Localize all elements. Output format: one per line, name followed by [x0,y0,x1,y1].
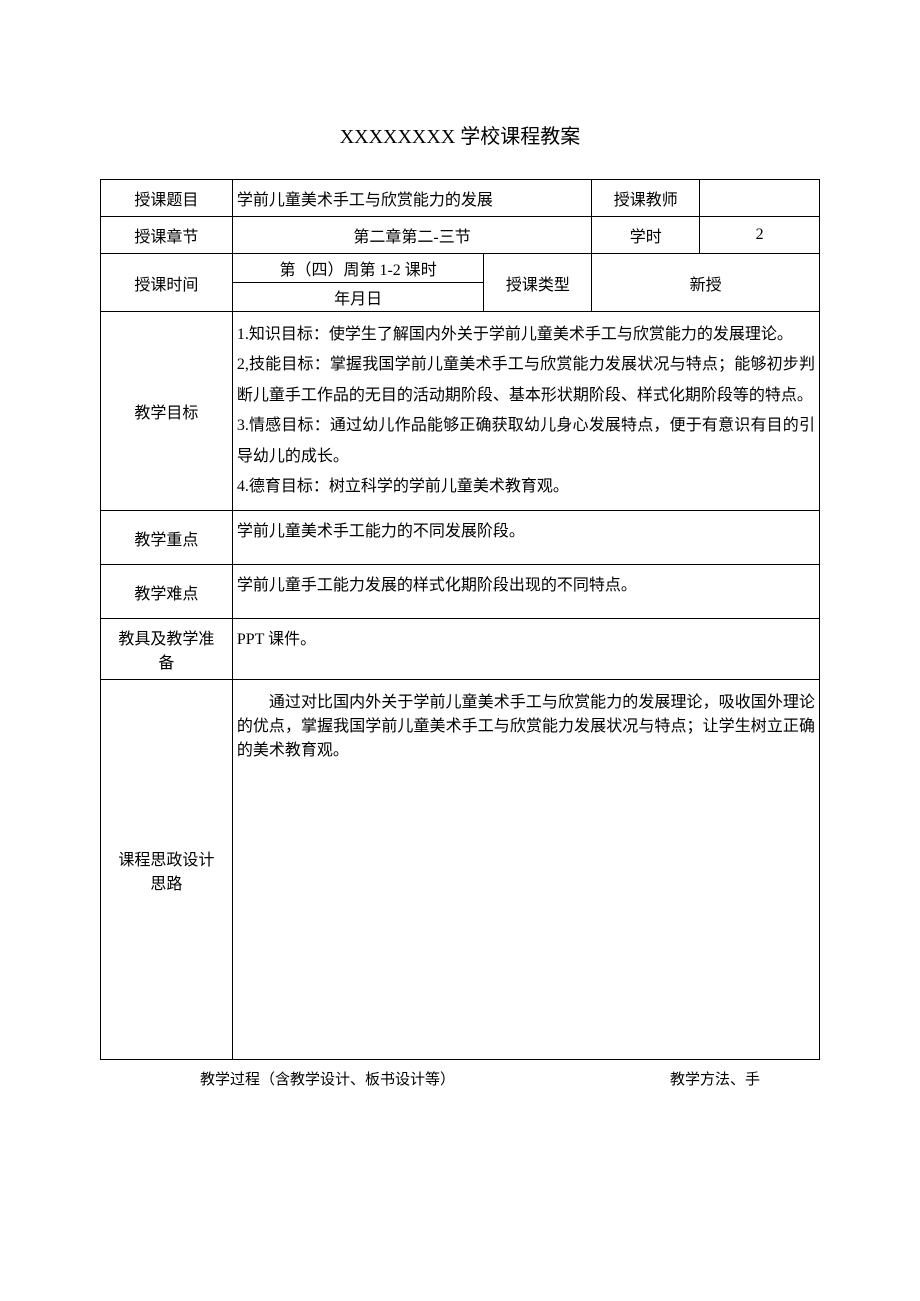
chapter-label: 授课章节 [101,217,233,254]
time-line1: 第（四）周第 1-2 课时 [233,254,484,283]
hours-label: 学时 [592,217,700,254]
difficulty-value: 学前儿童手工能力发展的样式化期阶段出现的不同特点。 [232,565,819,619]
table-row: 教学难点 学前儿童手工能力发展的样式化期阶段出现的不同特点。 [101,565,820,619]
ideology-text: 通过对比国内外关于学前儿童美术手工与欣赏能力的发展理论，吸收国外理论的优点，掌握… [237,688,815,760]
keypoint-value: 学前儿童美术手工能力的不同发展阶段。 [232,511,819,565]
footer-left: 教学过程（含教学设计、板书设计等） [200,1068,455,1089]
ideology-label: 课程思政设计思路 [101,680,233,1060]
type-label: 授课类型 [484,254,592,312]
time-label: 授课时间 [101,254,233,312]
objectives-label: 教学目标 [101,312,233,511]
teacher-label: 授课教师 [592,180,700,217]
footer-right: 教学方法、手 [670,1068,760,1089]
objectives-value: 1.知识目标：使学生了解国内外关于学前儿童美术手工与欣赏能力的发展理论。2,技能… [232,312,819,511]
table-row: 课程思政设计思路 通过对比国内外关于学前儿童美术手工与欣赏能力的发展理论，吸收国… [101,680,820,1060]
ideology-value: 通过对比国内外关于学前儿童美术手工与欣赏能力的发展理论，吸收国外理论的优点，掌握… [232,680,819,1060]
table-row: 授课题目 学前儿童美术手工与欣赏能力的发展 授课教师 [101,180,820,217]
hours-value: 2 [700,217,820,254]
lesson-plan-table: 授课题目 学前儿童美术手工与欣赏能力的发展 授课教师 授课章节 第二章第二-三节… [100,179,820,1060]
topic-value: 学前儿童美术手工与欣赏能力的发展 [232,180,591,217]
footer-row: 教学过程（含教学设计、板书设计等） 教学方法、手 [100,1060,820,1089]
table-row: 授课章节 第二章第二-三节 学时 2 [101,217,820,254]
chapter-value: 第二章第二-三节 [232,217,591,254]
keypoint-label: 教学重点 [101,511,233,565]
table-row: 授课时间 第（四）周第 1-2 课时 年月日 授课类型 新授 [101,254,820,312]
time-line2: 年月日 [233,283,484,312]
teacher-value [700,180,820,217]
time-value-cell: 第（四）周第 1-2 课时 年月日 [232,254,484,312]
tools-value: PPT 课件。 [232,619,819,680]
tools-label: 教具及教学准备 [101,619,233,680]
table-row: 教学目标 1.知识目标：使学生了解国内外关于学前儿童美术手工与欣赏能力的发展理论… [101,312,820,511]
type-value: 新授 [592,254,820,312]
difficulty-label: 教学难点 [101,565,233,619]
table-row: 教具及教学准备 PPT 课件。 [101,619,820,680]
topic-label: 授课题目 [101,180,233,217]
table-row: 教学重点 学前儿童美术手工能力的不同发展阶段。 [101,511,820,565]
page-title: XXXXXXXX 学校课程教案 [100,120,820,149]
